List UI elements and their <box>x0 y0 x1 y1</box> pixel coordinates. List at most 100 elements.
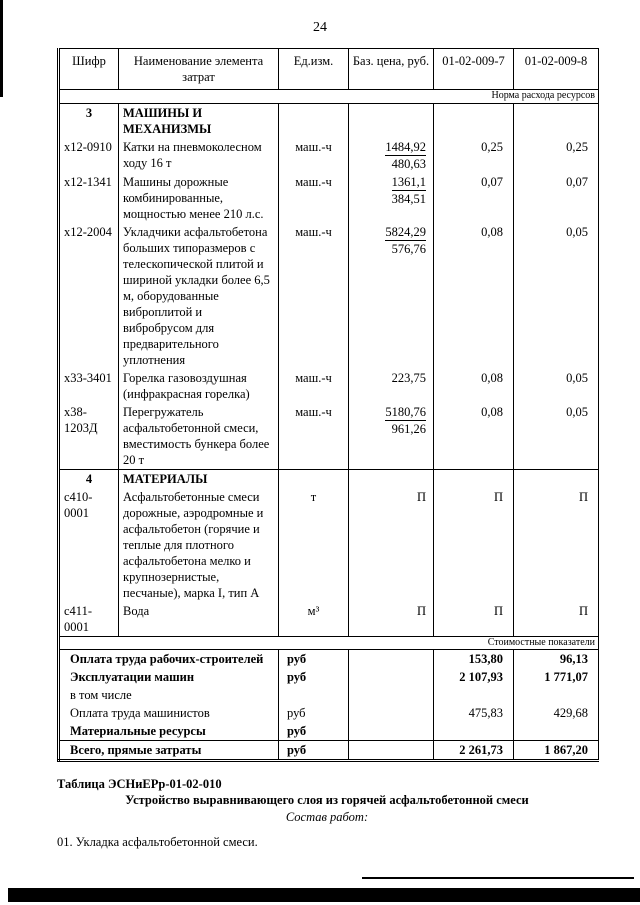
cell-norm-009-8: 0,25 <box>513 137 599 173</box>
cell-code: х33-3401 <box>58 368 119 403</box>
table-row: 3 МАШИНЫ И МЕХАНИЗМЫ <box>58 102 599 138</box>
note-cost-indicators: Стоимостные показатели <box>58 635 599 650</box>
scan-artifact-left-edge <box>0 0 3 97</box>
summary-cell-unit: руб <box>278 649 349 668</box>
cell-base-price <box>348 468 434 488</box>
scan-artifact-thin-line <box>362 877 634 879</box>
table-summary: Оплата труда рабочих-строителей руб 153,… <box>58 649 599 761</box>
col-header-name: Наименование элемента затрат <box>118 48 279 90</box>
summary-cell-value-009-8: 429,68 <box>513 704 599 722</box>
table-row: х12-1341 Машины дорожные комбинированные… <box>58 172 599 223</box>
summary-cell-base-price <box>348 722 434 741</box>
table-row: х38-1203Д Перегружатель асфальтобетонной… <box>58 402 599 469</box>
col-header-unit: Ед.изм. <box>278 48 349 90</box>
cell-unit: маш.-ч <box>278 172 349 223</box>
note-resources: Норма расхода ресурсов <box>58 89 599 104</box>
summary-row: Всего, прямые затраты руб 2 261,73 1 867… <box>58 740 599 761</box>
cell-code: х12-2004 <box>58 222 119 369</box>
cell-norm-009-8: 0,05 <box>513 402 599 469</box>
cell-code: х12-1341 <box>58 172 119 223</box>
cell-base-price: 223,75 <box>348 368 434 403</box>
summary-cell-value-009-7: 2 261,73 <box>433 740 514 761</box>
cell-code: с410-0001 <box>58 487 119 602</box>
table-row: 4 МАТЕРИАЛЫ <box>58 468 599 488</box>
summary-cell-value-009-7 <box>433 686 514 704</box>
cell-base-price: П <box>348 601 434 636</box>
cell-base-price <box>348 102 434 138</box>
cell-code: х12-0910 <box>58 137 119 173</box>
summary-cell-value-009-8 <box>513 722 599 741</box>
table-row: с411-0001 Вода м³ П П П <box>58 601 599 636</box>
cell-unit: м³ <box>278 601 349 636</box>
cell-name: Перегружатель асфальтобетонной смеси, вм… <box>118 402 279 469</box>
summary-cell-value-009-7 <box>433 722 514 741</box>
cell-unit: маш.-ч <box>278 402 349 469</box>
table-row: х12-2004 Укладчики асфальтобетона больши… <box>58 222 599 369</box>
price-top: П <box>416 603 426 618</box>
price-bottom: 576,76 <box>391 241 426 256</box>
cell-base-price: 5824,29 576,76 <box>348 222 434 369</box>
price-bottom: 384,51 <box>391 191 426 206</box>
note-row-resources: Норма расхода ресурсов <box>58 89 599 104</box>
price-top: 223,75 <box>391 370 426 385</box>
cell-code: 4 <box>58 468 119 488</box>
cell-norm-009-7: П <box>433 601 514 636</box>
summary-row: в том числе <box>58 686 599 704</box>
col-header-norm-01-02-009-7: 01-02-009-7 <box>433 48 514 90</box>
cell-norm-009-7: 0,25 <box>433 137 514 173</box>
summary-cell-value-009-7: 2 107,93 <box>433 668 514 686</box>
cell-code: 3 <box>58 102 119 138</box>
cost-norms-table: Шифр Наименование элемента затрат Ед.изм… <box>57 48 599 762</box>
cell-unit <box>278 468 349 488</box>
cell-name: МАТЕРИАЛЫ <box>118 468 279 488</box>
cell-norm-009-7: 0,07 <box>433 172 514 223</box>
summary-cell-base-price <box>348 704 434 722</box>
summary-cell-base-price <box>348 668 434 686</box>
price-top: 1361,1 <box>391 174 426 191</box>
cell-unit <box>278 102 349 138</box>
table-header-row: Шифр Наименование элемента затрат Ед.изм… <box>58 48 599 90</box>
cell-base-price: 1361,1 384,51 <box>348 172 434 223</box>
cell-unit: маш.-ч <box>278 222 349 369</box>
price-top: П <box>416 489 426 504</box>
summary-cell-value-009-8: 96,13 <box>513 649 599 668</box>
note-row-cost: Стоимостные показатели <box>58 635 599 650</box>
cell-norm-009-8: П <box>513 487 599 602</box>
summary-row: Оплата труда рабочих-строителей руб 153,… <box>58 649 599 668</box>
summary-cell-name: Всего, прямые затраты <box>58 740 279 761</box>
price-top: 1484,92 <box>385 139 426 156</box>
table-row: с410-0001 Асфальтобетонные смеси дорожны… <box>58 487 599 602</box>
cell-name: Укладчики асфальтобетона больших типораз… <box>118 222 279 369</box>
cell-norm-009-7: 0,08 <box>433 402 514 469</box>
table-row: х12-0910 Катки на пневмоколесном ходу 16… <box>58 137 599 173</box>
price-top: 5180,76 <box>385 404 426 421</box>
cell-base-price: П <box>348 487 434 602</box>
col-header-base-price: Баз. цена, руб. <box>348 48 434 90</box>
summary-cell-base-price <box>348 740 434 761</box>
summary-cell-base-price <box>348 686 434 704</box>
cell-name: Горелка газовоздушная (инфракрасная горе… <box>118 368 279 403</box>
cell-norm-009-8: П <box>513 601 599 636</box>
cell-name: Вода <box>118 601 279 636</box>
cell-norm-009-7: 0,08 <box>433 222 514 369</box>
table-body: 3 МАШИНЫ И МЕХАНИЗМЫ х12-0910 Катки на п… <box>58 102 599 636</box>
cell-name: Машины дорожные комбинированные, мощност… <box>118 172 279 223</box>
summary-cell-value-009-8 <box>513 686 599 704</box>
scan-artifact-bottom-bar <box>8 888 640 902</box>
cell-unit: т <box>278 487 349 602</box>
cell-base-price: 1484,92 480,63 <box>348 137 434 173</box>
summary-cell-value-009-8: 1 771,07 <box>513 668 599 686</box>
cell-unit: маш.-ч <box>278 368 349 403</box>
summary-cell-name: Оплата труда рабочих-строителей <box>58 649 279 668</box>
next-table-label: Таблица ЭСНиЕРр-01-02-010 <box>57 777 222 791</box>
cell-norm-009-8: 0,05 <box>513 222 599 369</box>
col-header-code: Шифр <box>58 48 119 90</box>
cell-name: МАШИНЫ И МЕХАНИЗМЫ <box>118 102 279 138</box>
cell-code: х38-1203Д <box>58 402 119 469</box>
cell-norm-009-8 <box>513 468 599 488</box>
summary-cell-base-price <box>348 649 434 668</box>
summary-cell-name: в том числе <box>58 686 279 704</box>
summary-row: Оплата труда машинистов руб 475,83 429,6… <box>58 704 599 722</box>
price-bottom: 480,63 <box>391 156 426 171</box>
summary-cell-unit: руб <box>278 668 349 686</box>
